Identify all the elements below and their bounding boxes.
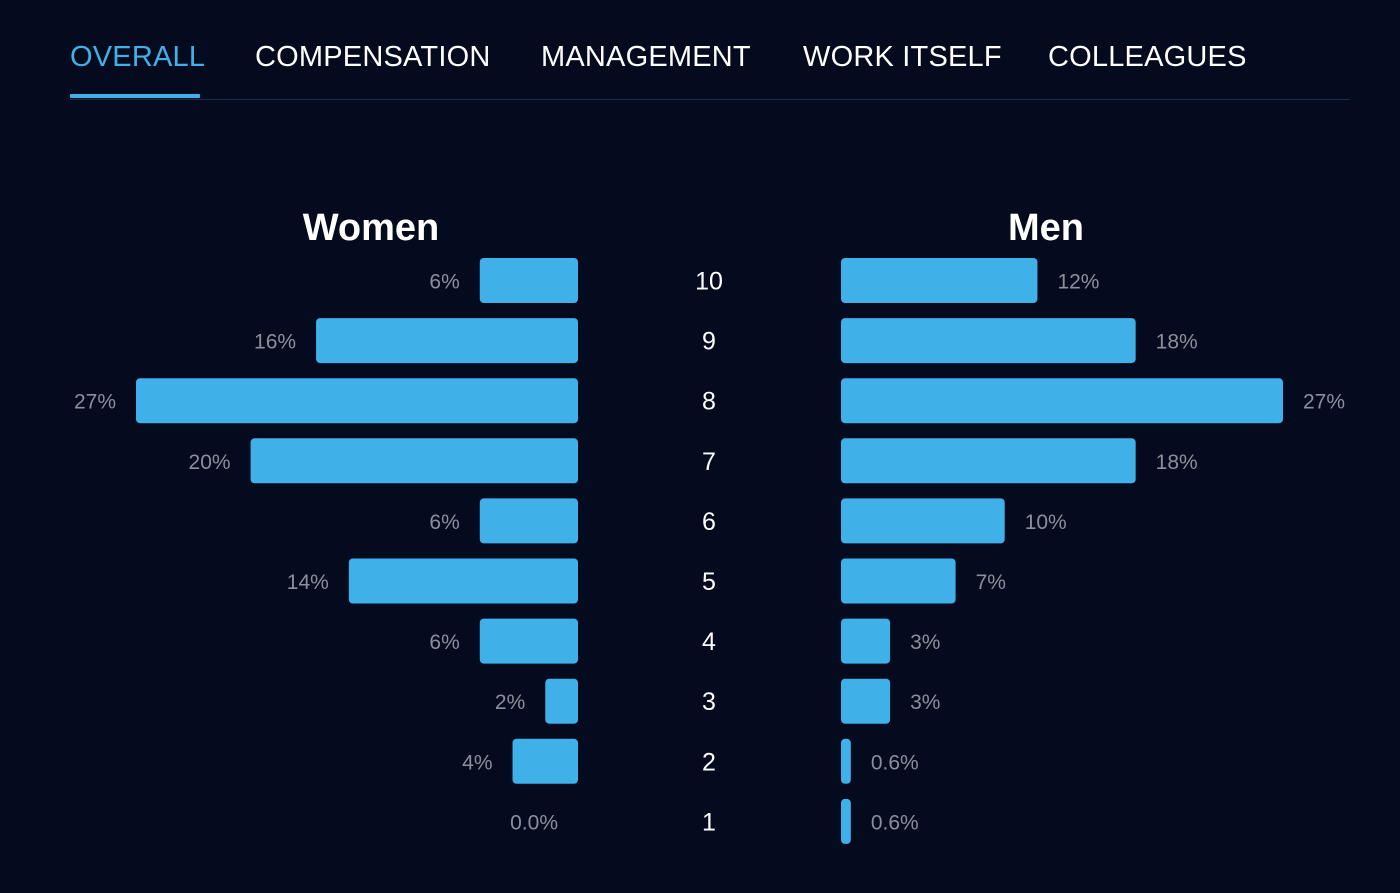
men-value-label-3: 3%	[910, 691, 940, 714]
men-title: Men	[1008, 207, 1084, 249]
men-bar-5	[841, 558, 956, 604]
men-bar-8	[841, 378, 1283, 424]
category-label-8: 8	[702, 388, 716, 416]
category-label-9: 9	[702, 328, 716, 356]
category-label-2: 2	[702, 748, 716, 776]
category-label-5: 5	[702, 568, 716, 596]
men-bar-3	[841, 678, 891, 724]
women-bar-7	[250, 438, 578, 484]
tab-bar: OVERALL COMPENSATION MANAGEMENT WORK ITS…	[70, 0, 1350, 100]
women-value-label-5: 14%	[287, 571, 329, 594]
women-bar-10	[479, 258, 578, 303]
category-label-10: 10	[695, 268, 723, 296]
tab-management[interactable]: MANAGEMENT	[541, 41, 751, 73]
women-title: Women	[302, 207, 440, 249]
category-label-6: 6	[702, 508, 716, 536]
women-value-label-3: 2%	[495, 691, 525, 714]
men-bar-7	[841, 438, 1136, 484]
men-bar-2	[841, 738, 851, 784]
category-label-7: 7	[702, 448, 716, 476]
women-value-label-9: 16%	[254, 331, 296, 354]
women-bar-6	[479, 498, 578, 544]
men-value-label-1: 0.6%	[871, 811, 919, 834]
category-label-3: 3	[702, 688, 716, 716]
men-value-label-4: 3%	[910, 631, 940, 654]
men-value-label-8: 27%	[1303, 391, 1345, 414]
women-value-label-2: 4%	[462, 751, 492, 774]
women-value-label-4: 6%	[429, 631, 459, 654]
men-bar-1	[841, 798, 851, 844]
women-bar-3	[545, 678, 578, 724]
women-value-label-7: 20%	[189, 451, 231, 474]
men-value-label-2: 0.6%	[871, 751, 919, 774]
women-bar-2	[512, 738, 578, 784]
women-value-label-10: 6%	[429, 271, 459, 294]
women-value-label-6: 6%	[429, 511, 459, 534]
category-label-4: 4	[702, 628, 716, 656]
men-bar-10	[841, 258, 1038, 303]
men-value-label-10: 12%	[1057, 271, 1099, 294]
tab-colleagues[interactable]: COLLEAGUES	[1048, 41, 1247, 73]
women-bar-9	[316, 318, 578, 364]
women-bar-8	[136, 378, 578, 424]
tab-compensation[interactable]: COMPENSATION	[255, 41, 491, 73]
men-value-label-6: 10%	[1025, 511, 1067, 534]
tab-work-itself[interactable]: WORK ITSELF	[803, 41, 1002, 73]
active-tab-indicator	[70, 94, 200, 98]
men-value-label-5: 7%	[976, 571, 1006, 594]
men-bar-6	[841, 498, 1005, 544]
women-value-label-8: 27%	[74, 391, 116, 414]
tab-overall[interactable]: OVERALL	[70, 41, 206, 73]
category-label-1: 1	[702, 808, 716, 836]
men-bar-4	[841, 618, 891, 664]
women-bar-5	[348, 558, 578, 604]
men-value-label-7: 18%	[1156, 451, 1198, 474]
women-bar-4	[479, 618, 578, 664]
men-bar-9	[841, 318, 1136, 364]
women-value-label-1: 0.0%	[510, 811, 558, 834]
men-value-label-9: 18%	[1156, 331, 1198, 354]
